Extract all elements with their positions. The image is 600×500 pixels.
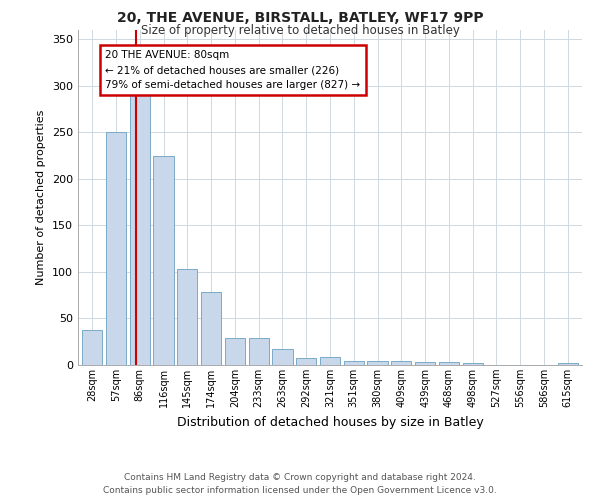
Bar [367,362,388,365]
Text: 20, THE AVENUE, BIRSTALL, BATLEY, WF17 9PP: 20, THE AVENUE, BIRSTALL, BATLEY, WF17 9… [116,11,484,25]
Bar [557,363,578,365]
Text: Contains HM Land Registry data © Crown copyright and database right 2024.
Contai: Contains HM Land Registry data © Crown c… [103,474,497,495]
Bar [320,356,340,365]
Bar [248,338,269,365]
Bar [177,269,197,365]
Bar [130,92,150,365]
Text: 20 THE AVENUE: 80sqm
← 21% of detached houses are smaller (226)
79% of semi-deta: 20 THE AVENUE: 80sqm ← 21% of detached h… [106,50,361,90]
Bar [201,292,221,365]
Bar [344,362,364,365]
Bar [463,363,483,365]
Bar [225,338,245,365]
Bar [154,156,173,365]
Bar [272,349,293,365]
Bar [296,358,316,365]
Bar [439,362,459,365]
Text: Size of property relative to detached houses in Batley: Size of property relative to detached ho… [140,24,460,37]
Bar [106,132,126,365]
Bar [82,330,103,365]
Bar [415,362,435,365]
X-axis label: Distribution of detached houses by size in Batley: Distribution of detached houses by size … [176,416,484,428]
Y-axis label: Number of detached properties: Number of detached properties [37,110,46,285]
Bar [391,362,412,365]
